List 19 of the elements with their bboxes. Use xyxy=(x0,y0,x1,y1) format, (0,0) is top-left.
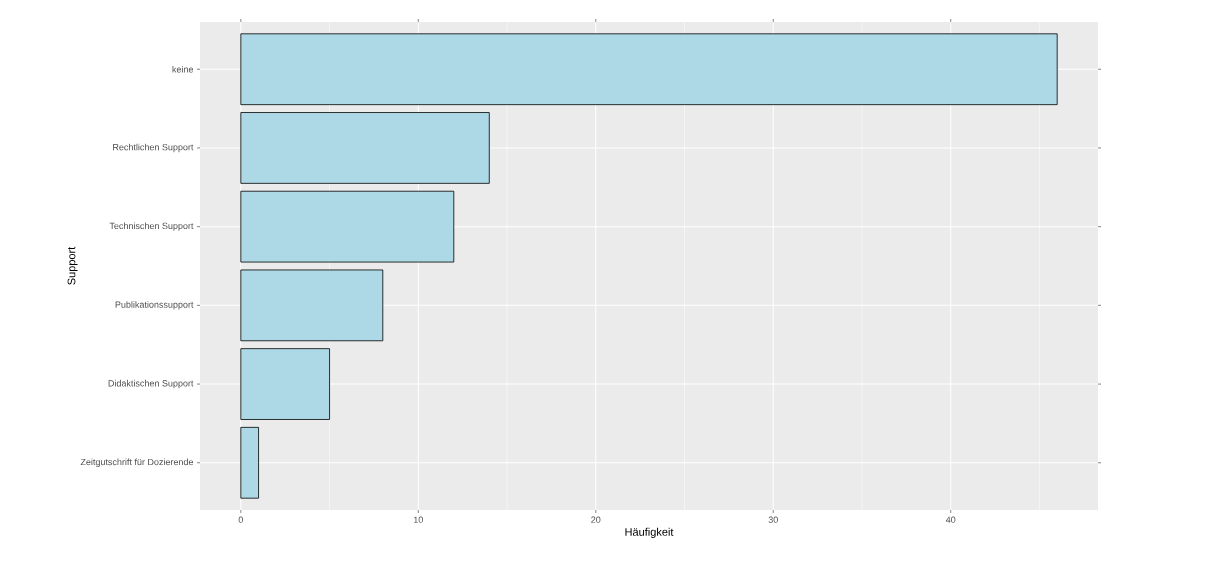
bar xyxy=(240,426,259,499)
y-tick-label: Publikationssupport xyxy=(115,301,194,310)
x-axis-title: Häufigkeit xyxy=(625,527,674,539)
y-tick-label: Didaktischen Support xyxy=(108,379,194,389)
y-tick-label: keine xyxy=(172,65,194,73)
x-tick-label: 10 xyxy=(413,516,423,523)
bar xyxy=(240,33,1058,106)
bar xyxy=(240,348,330,420)
x-tick-label: 40 xyxy=(945,516,956,523)
y-axis-title: Support xyxy=(67,246,78,285)
bar xyxy=(240,269,384,342)
y-tick-label: Zeitgutschrift für Dozierende xyxy=(80,458,194,467)
bar xyxy=(240,190,455,263)
bar xyxy=(240,112,490,184)
x-tick-label: 30 xyxy=(768,516,778,523)
x-tick-label: 20 xyxy=(591,516,601,523)
y-tick-label: Rechtlichen Support xyxy=(113,143,194,153)
y-tick-label: Technischen Support xyxy=(109,222,194,231)
x-tick-label: 0 xyxy=(238,516,243,523)
